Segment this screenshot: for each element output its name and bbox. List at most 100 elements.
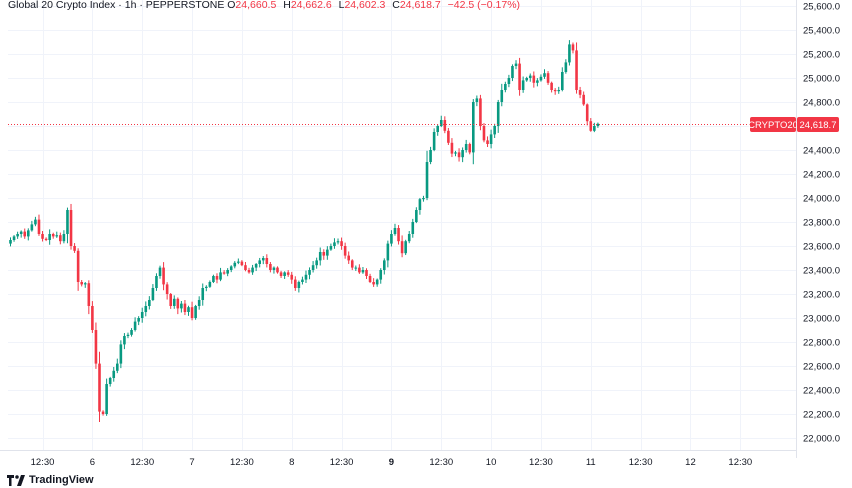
candle[interactable] (557, 86, 561, 94)
candle[interactable] (83, 282, 87, 288)
candle[interactable] (350, 259, 354, 271)
candle[interactable] (140, 307, 144, 323)
candle[interactable] (251, 264, 254, 275)
candle[interactable] (73, 243, 76, 253)
candle[interactable] (383, 258, 386, 275)
candle[interactable] (148, 296, 151, 310)
candle[interactable] (51, 232, 55, 239)
candle[interactable] (105, 378, 108, 416)
candle[interactable] (311, 261, 315, 273)
candle[interactable] (172, 295, 176, 309)
candle[interactable] (180, 300, 183, 313)
candle[interactable] (66, 207, 69, 244)
candle[interactable] (326, 246, 329, 260)
candle[interactable] (372, 278, 375, 287)
candle[interactable] (318, 247, 322, 266)
candle[interactable] (59, 232, 62, 245)
candle[interactable] (404, 239, 407, 256)
candle[interactable] (229, 265, 233, 273)
candle[interactable] (101, 410, 105, 416)
candle[interactable] (354, 265, 358, 271)
candle[interactable] (201, 283, 205, 306)
candle[interactable] (450, 138, 454, 158)
candle[interactable] (454, 150, 457, 157)
candle[interactable] (536, 78, 539, 87)
candle[interactable] (528, 73, 532, 82)
candle[interactable] (48, 229, 51, 245)
candle[interactable] (176, 297, 180, 315)
candle[interactable] (443, 116, 447, 134)
candle[interactable] (212, 274, 215, 284)
candle[interactable] (308, 267, 311, 280)
candle[interactable] (322, 249, 326, 260)
candle[interactable] (457, 148, 461, 162)
candle[interactable] (379, 268, 383, 284)
candle[interactable] (425, 150, 429, 201)
candle[interactable] (155, 273, 158, 291)
candle[interactable] (190, 301, 194, 321)
candle[interactable] (30, 220, 34, 232)
candle[interactable] (279, 270, 283, 278)
candle[interactable] (55, 231, 59, 238)
candle[interactable] (546, 71, 550, 85)
candle[interactable] (162, 262, 165, 291)
candle[interactable] (98, 351, 101, 422)
candle[interactable] (294, 276, 297, 291)
candle[interactable] (593, 122, 596, 133)
candle[interactable] (304, 270, 308, 284)
candle[interactable] (571, 42, 575, 54)
candle[interactable] (368, 273, 372, 284)
candle[interactable] (133, 317, 137, 332)
candle[interactable] (493, 123, 496, 138)
candle[interactable] (464, 139, 468, 153)
candle[interactable] (418, 197, 422, 215)
candle[interactable] (525, 76, 528, 82)
candle[interactable] (158, 265, 162, 279)
candle[interactable] (422, 195, 425, 202)
candle[interactable] (222, 270, 226, 275)
candle[interactable] (521, 76, 525, 93)
candle[interactable] (578, 86, 582, 99)
candle[interactable] (94, 322, 98, 369)
candle[interactable] (62, 230, 66, 244)
candle[interactable] (183, 299, 187, 316)
candle[interactable] (233, 261, 237, 269)
candle[interactable] (329, 243, 333, 251)
candle[interactable] (553, 88, 557, 95)
candle[interactable] (336, 238, 340, 245)
candle[interactable] (596, 122, 600, 128)
candle[interactable] (489, 129, 493, 149)
candle[interactable] (194, 304, 197, 320)
candle[interactable] (112, 366, 116, 382)
candle[interactable] (144, 301, 148, 317)
candle[interactable] (254, 263, 258, 272)
candle[interactable] (486, 136, 489, 148)
candle[interactable] (137, 316, 140, 326)
candle[interactable] (16, 231, 19, 239)
candle[interactable] (472, 99, 475, 165)
candle[interactable] (407, 231, 411, 244)
candle[interactable] (550, 81, 553, 93)
candles-group[interactable] (9, 40, 600, 422)
candle[interactable] (358, 264, 361, 274)
candle[interactable] (272, 266, 276, 274)
candle[interactable] (12, 235, 16, 242)
candle[interactable] (119, 340, 123, 369)
candle[interactable] (496, 99, 500, 133)
candle[interactable] (286, 270, 290, 277)
candle[interactable] (151, 284, 155, 302)
candle[interactable] (283, 271, 286, 279)
candle[interactable] (514, 60, 518, 70)
candle[interactable] (561, 67, 564, 92)
candle[interactable] (205, 285, 208, 292)
candle[interactable] (582, 91, 585, 106)
candle[interactable] (123, 333, 126, 350)
candle[interactable] (532, 71, 536, 88)
candle[interactable] (575, 42, 578, 94)
candle[interactable] (461, 147, 464, 163)
candle[interactable] (76, 248, 80, 291)
candle[interactable] (539, 74, 543, 82)
candle[interactable] (361, 267, 365, 274)
